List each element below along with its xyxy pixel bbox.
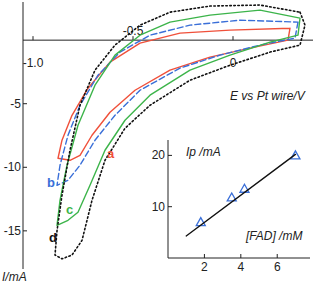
series-label: a [107,146,115,161]
y-axis-label: Ip /mA [186,145,221,159]
inset-background [138,134,316,276]
y-axis [23,2,24,269]
y-tick-label: 10 [152,200,166,214]
x-axis-label: [FAD] /mM [245,229,302,243]
x-tick [33,36,34,40]
y-axis-label: I/mA [2,270,27,284]
x-axis-label: E vs Pt wire/V [230,89,306,103]
y-tick-label: -15 [4,224,22,238]
x-tick-label: 6 [274,260,281,274]
y-tick-label: 20 [152,148,166,162]
x-tick-label: 2 [201,260,208,274]
series-label: c [66,202,73,217]
y-tick-label: -5 [10,97,21,111]
x-tick [240,254,241,258]
y-tick [23,230,27,231]
x-tick-label: 4 [237,260,244,274]
y-tick [23,167,27,168]
data-point [240,184,249,192]
series-line [186,154,295,236]
x-axis [168,258,310,259]
plot-area [186,151,300,236]
x-tick [233,36,234,40]
series-label: b [47,175,55,190]
y-tick [168,206,172,207]
y-axis [168,140,169,258]
chart: -1.0-0.50-5-10-15E vs Pt wire/VI/mAabcd2… [0,0,318,284]
y-tick-label: -10 [4,160,22,174]
x-tick [277,254,278,258]
y-tick [23,103,27,104]
y-tick [168,155,172,156]
x-tick-label: -1.0 [23,56,44,70]
x-tick [204,254,205,258]
series-label: d [49,230,57,245]
x-axis [23,40,313,41]
inset-chart: 2 4 6 10 20 [FAD] /mM Ip /mA [138,134,316,276]
